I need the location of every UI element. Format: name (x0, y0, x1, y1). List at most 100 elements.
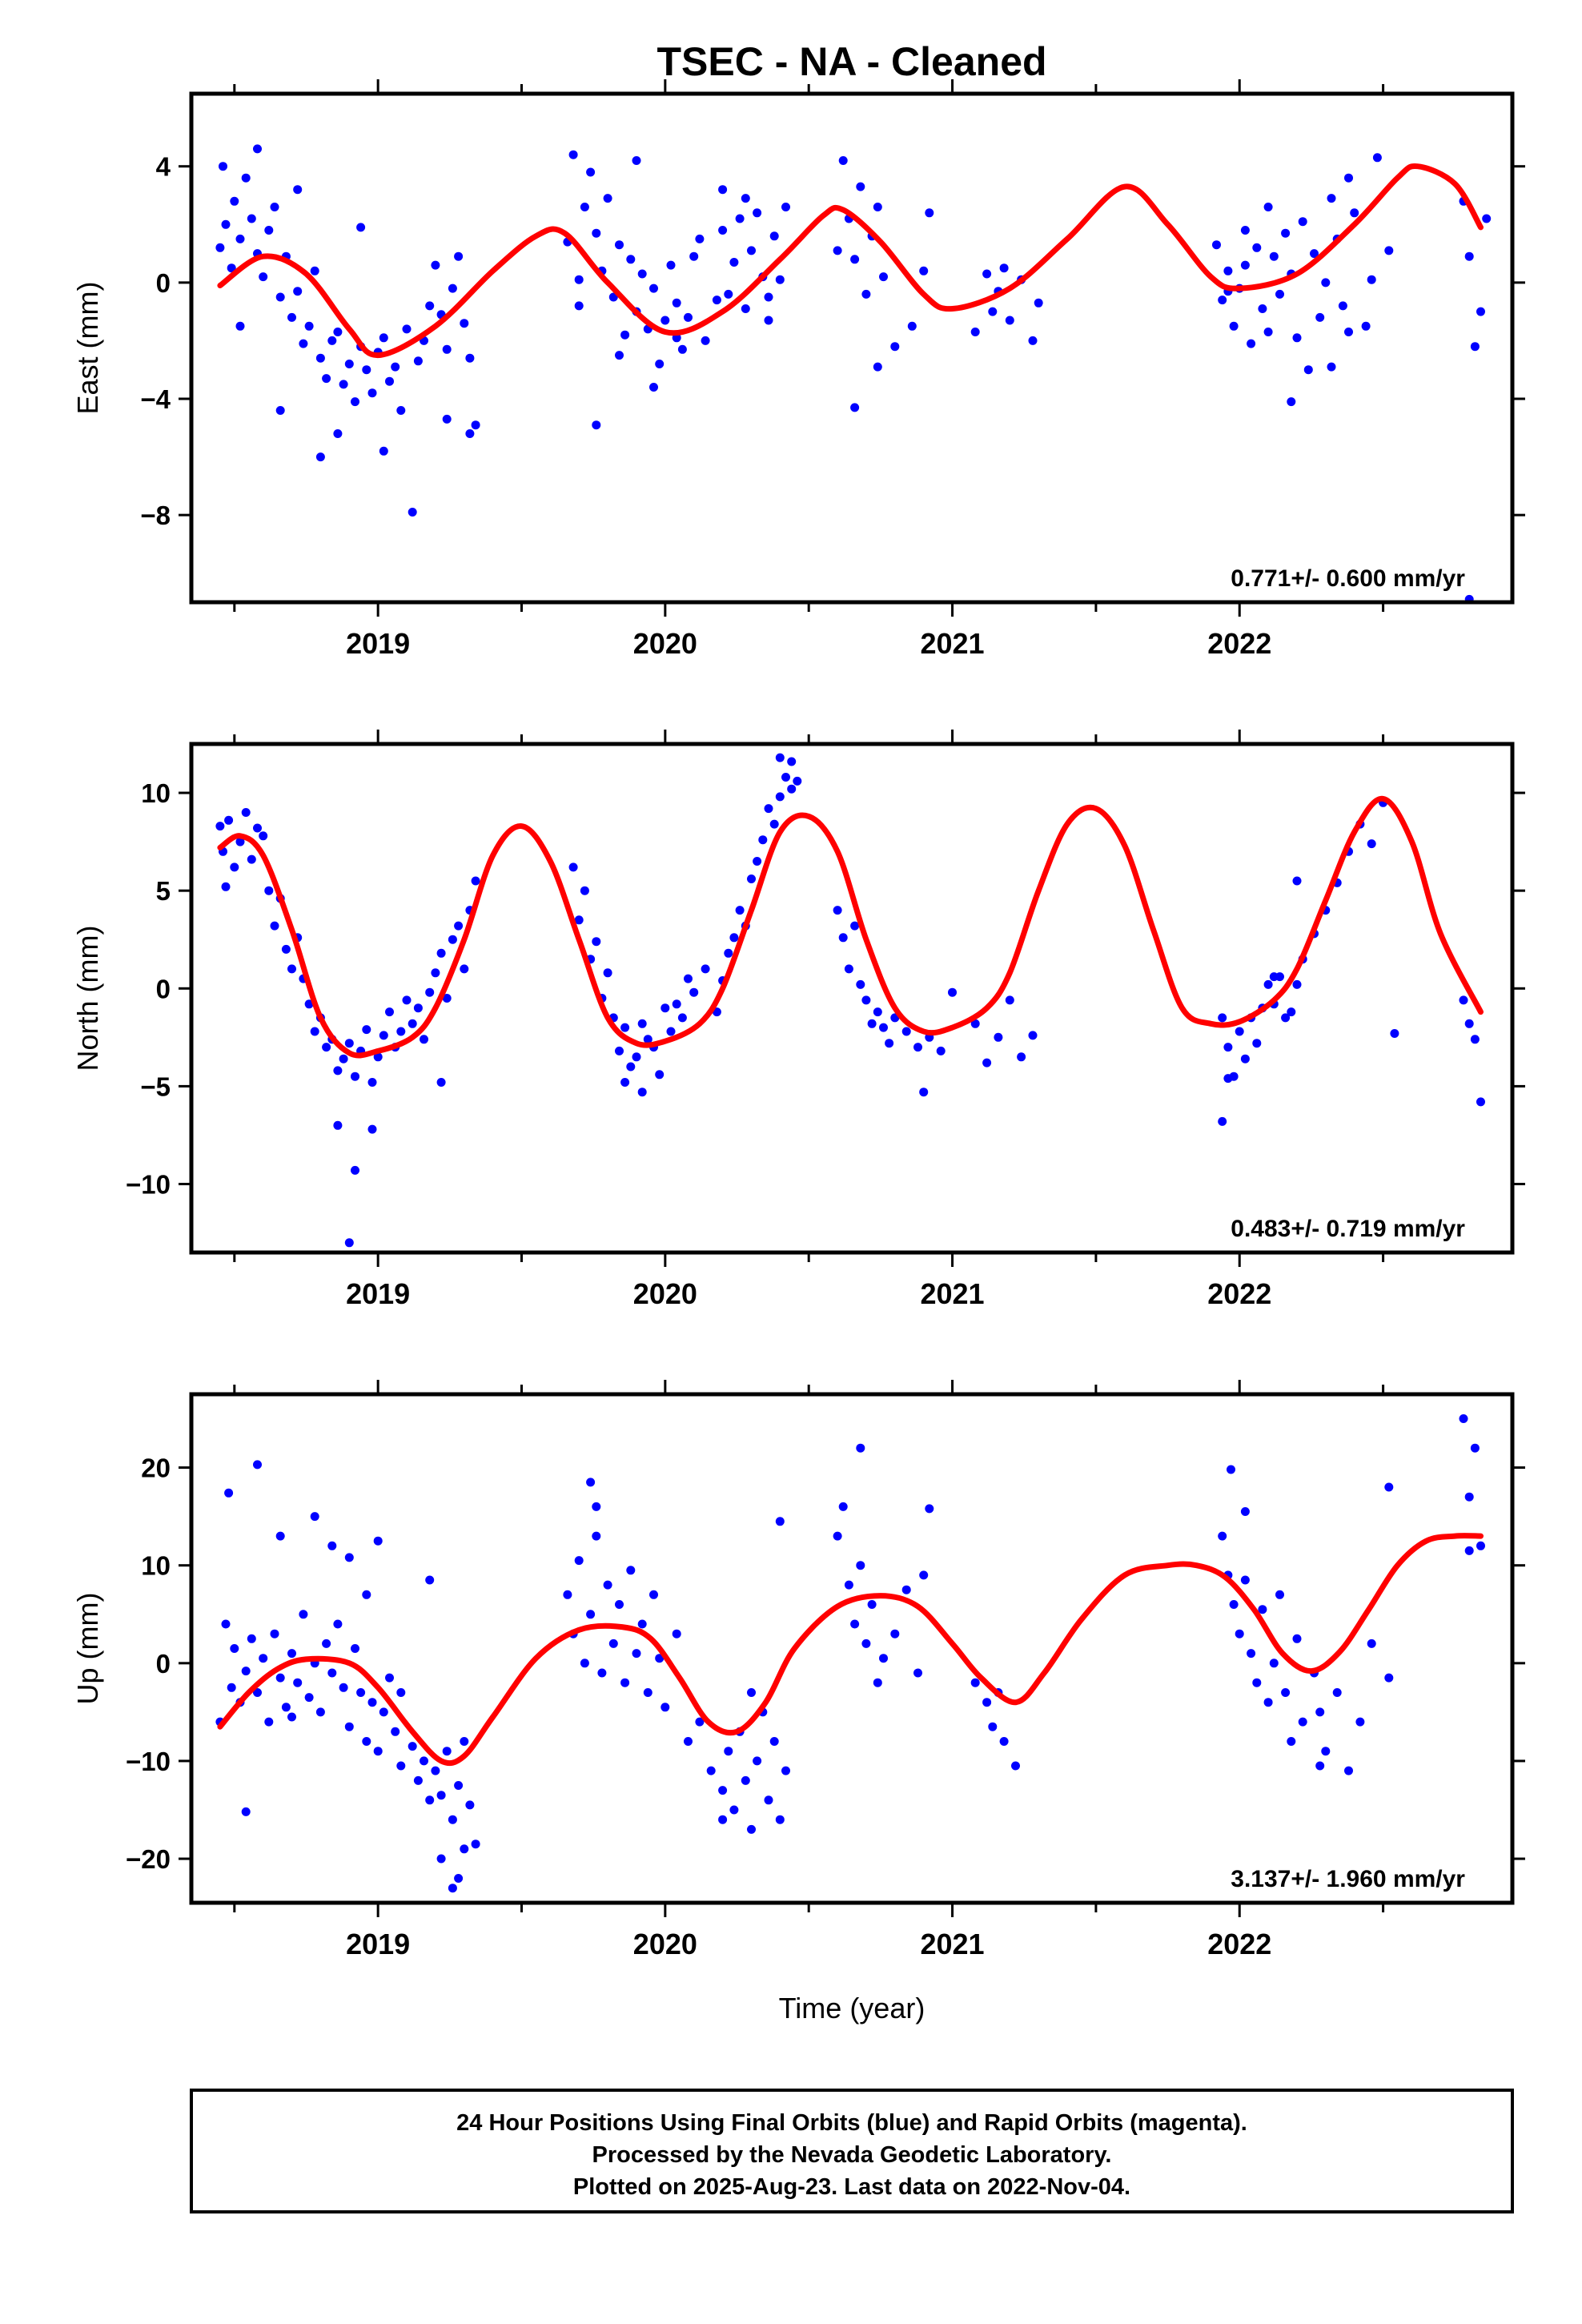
data-point (235, 837, 245, 846)
data-point (396, 406, 406, 415)
data-point (706, 1766, 716, 1775)
data-point (1218, 1013, 1227, 1023)
data-point (1275, 289, 1284, 299)
data-point (471, 876, 480, 886)
data-point (396, 1027, 406, 1036)
data-point (1315, 1761, 1325, 1771)
data-point (379, 1707, 388, 1717)
y-tick-label: 5 (156, 876, 171, 906)
data-point (322, 1638, 331, 1648)
data-point (408, 1742, 417, 1751)
data-point (850, 403, 860, 412)
y-tick-label: 10 (141, 778, 171, 808)
data-point (1281, 228, 1291, 238)
data-point (315, 353, 325, 363)
data-point (344, 1238, 354, 1248)
data-point (1229, 1600, 1239, 1609)
data-point (304, 1693, 314, 1703)
data-point (436, 1078, 446, 1087)
data-point (373, 1536, 383, 1546)
data-point (1240, 1507, 1250, 1516)
data-point (241, 1807, 251, 1816)
data-point (620, 1678, 630, 1687)
data-point (379, 333, 388, 343)
figure-title: TSEC - NA - Cleaned (656, 39, 1046, 84)
data-point (362, 1025, 371, 1035)
data-point (425, 301, 435, 311)
data-point (259, 831, 268, 841)
data-point (327, 336, 337, 345)
data-point (1034, 298, 1043, 308)
data-point (1310, 249, 1319, 259)
data-point (1240, 226, 1250, 235)
data-point (1321, 1747, 1331, 1756)
data-point (850, 1619, 860, 1629)
y-tick-label: −10 (126, 1747, 171, 1776)
data-point (344, 1722, 354, 1731)
data-point (626, 1566, 636, 1575)
data-point (838, 156, 848, 165)
data-point (724, 1747, 733, 1756)
data-point (747, 1688, 756, 1697)
data-point (253, 1460, 262, 1470)
data-point (649, 1590, 658, 1599)
data-point (1229, 321, 1239, 331)
data-point (838, 1502, 848, 1511)
data-point (281, 1703, 291, 1712)
data-point (413, 356, 423, 366)
x-tick-label: 2021 (920, 1277, 984, 1310)
data-point (247, 1634, 256, 1643)
data-point (253, 823, 262, 833)
y-axis-label: North (mm) (71, 926, 104, 1072)
data-point (695, 234, 705, 243)
data-point (1281, 1013, 1291, 1023)
data-point (637, 1019, 647, 1028)
data-point (632, 1052, 641, 1062)
data-point (724, 289, 733, 299)
data-point (1327, 194, 1336, 203)
x-tick-label: 2021 (920, 627, 984, 660)
data-point (1281, 1688, 1291, 1697)
data-point (1315, 312, 1325, 322)
y-tick-label: 10 (141, 1551, 171, 1581)
data-point (603, 968, 612, 978)
data-point (310, 266, 319, 275)
data-point (661, 1703, 670, 1712)
velocity-label: 0.771+/- 0.600 mm/yr (1231, 565, 1465, 592)
y-axis-label: Up (mm) (71, 1593, 104, 1705)
data-point (396, 1688, 406, 1697)
data-point (344, 1039, 354, 1048)
model-curve (217, 795, 1484, 1059)
data-point (1464, 251, 1474, 261)
data-point (1464, 1546, 1474, 1555)
data-point (391, 1727, 400, 1736)
data-point (988, 1722, 998, 1731)
data-point (747, 246, 756, 255)
data-point (315, 452, 325, 462)
data-point (919, 1570, 929, 1580)
data-point (988, 307, 998, 316)
data-point (626, 1062, 636, 1072)
x-tick-label: 2020 (633, 1277, 697, 1310)
data-point (1315, 1707, 1325, 1717)
data-point (586, 1478, 596, 1487)
y-tick-label: 0 (156, 268, 171, 298)
data-point (615, 351, 624, 360)
data-point (270, 1629, 279, 1638)
data-point (1275, 1590, 1284, 1599)
data-point (620, 330, 630, 340)
data-point (1464, 1492, 1474, 1502)
data-point (867, 1019, 877, 1028)
data-point (1476, 307, 1485, 316)
data-point (385, 1673, 394, 1683)
data-point (293, 287, 303, 296)
y-tick-label: 20 (141, 1454, 171, 1483)
data-point (275, 292, 285, 302)
data-point (362, 1737, 371, 1746)
x-tick-label: 2021 (920, 1928, 984, 1960)
data-point (586, 167, 596, 177)
data-point (264, 886, 274, 895)
data-point (729, 258, 739, 267)
data-point (753, 1756, 762, 1766)
